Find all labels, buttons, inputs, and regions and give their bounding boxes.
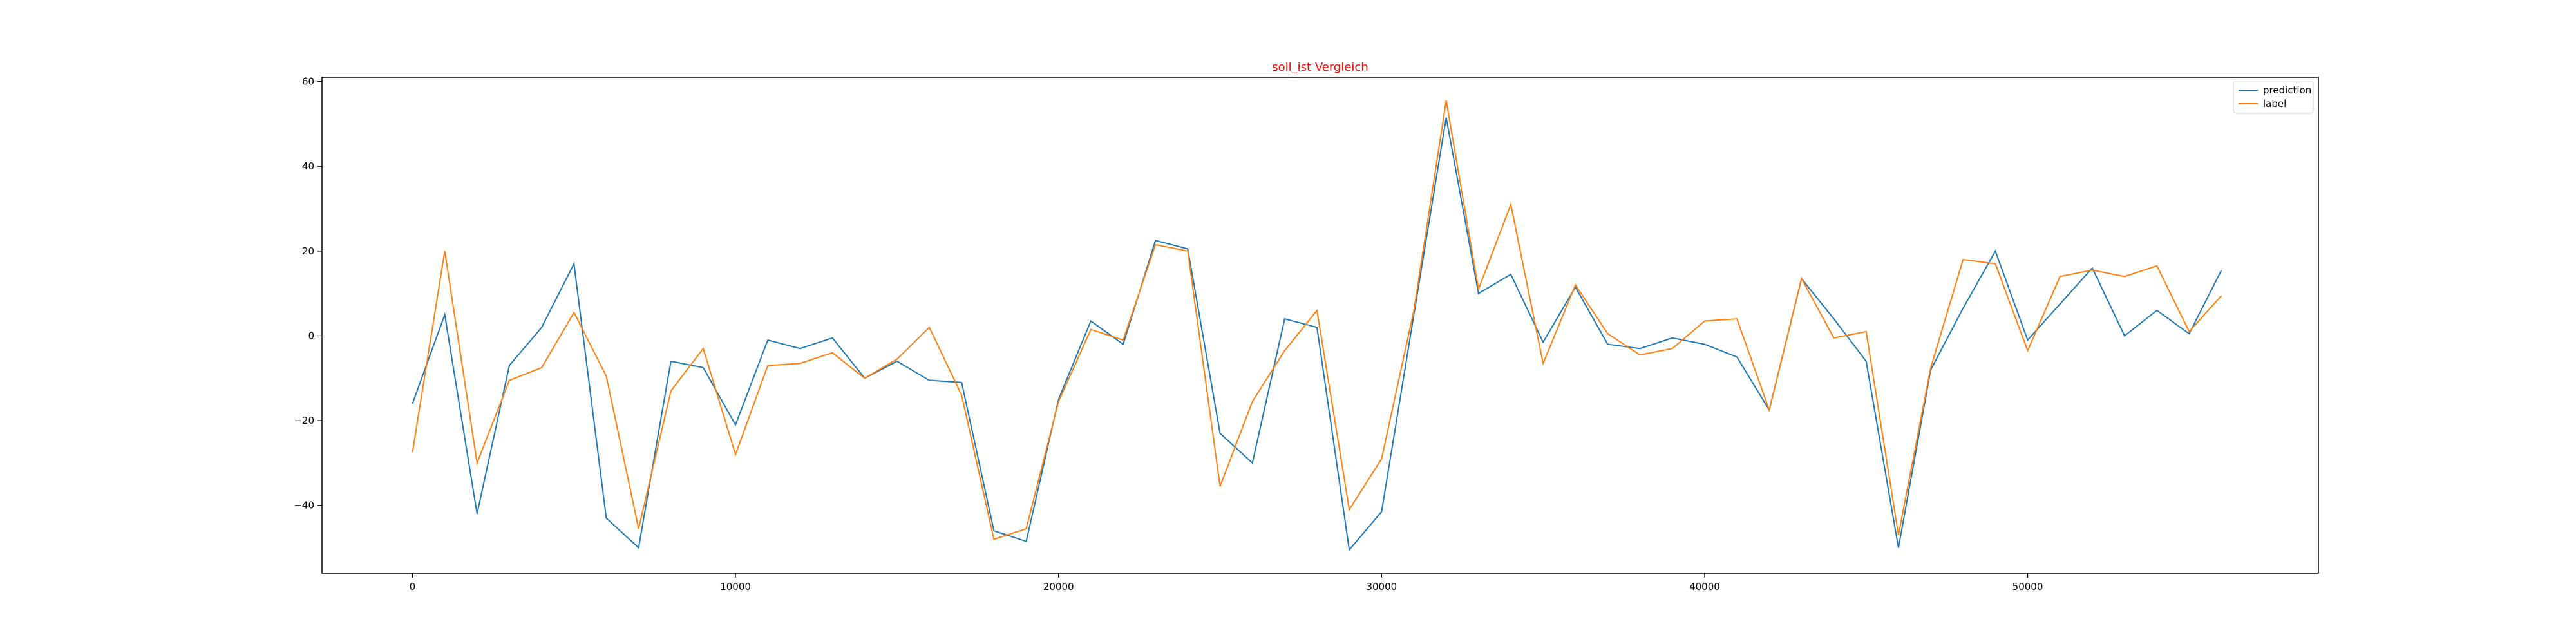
x-tick-label: 50000 [2012, 581, 2043, 592]
legend-label-prediction: prediction [2263, 84, 2311, 96]
legend: prediction label [2233, 80, 2314, 114]
y-axis: −40 −20 0 20 40 60 [294, 76, 322, 511]
y-tick-label: −40 [294, 500, 314, 511]
x-axis: 0 10000 20000 30000 40000 50000 [410, 573, 2043, 592]
y-tick-label: 40 [302, 160, 314, 172]
y-tick-label: 20 [302, 245, 314, 257]
x-tick-label: 40000 [1689, 581, 1720, 592]
x-tick-label: 20000 [1043, 581, 1074, 592]
series-layer [412, 100, 2222, 552]
x-tick-label: 0 [410, 581, 416, 592]
y-tick-label: 60 [302, 76, 314, 88]
series-line-label [412, 100, 2222, 540]
y-tick-label: 0 [308, 330, 314, 341]
plot-area-frame [321, 77, 2319, 574]
x-tick-label: 30000 [1366, 581, 1397, 592]
legend-box [2233, 80, 2314, 114]
chart-title: soll_ist Vergleich [1272, 61, 1368, 74]
legend-label-label: label [2263, 98, 2286, 109]
x-tick-label: 10000 [720, 581, 751, 592]
y-tick-label: −20 [294, 415, 314, 426]
series-line-prediction [412, 117, 2222, 552]
